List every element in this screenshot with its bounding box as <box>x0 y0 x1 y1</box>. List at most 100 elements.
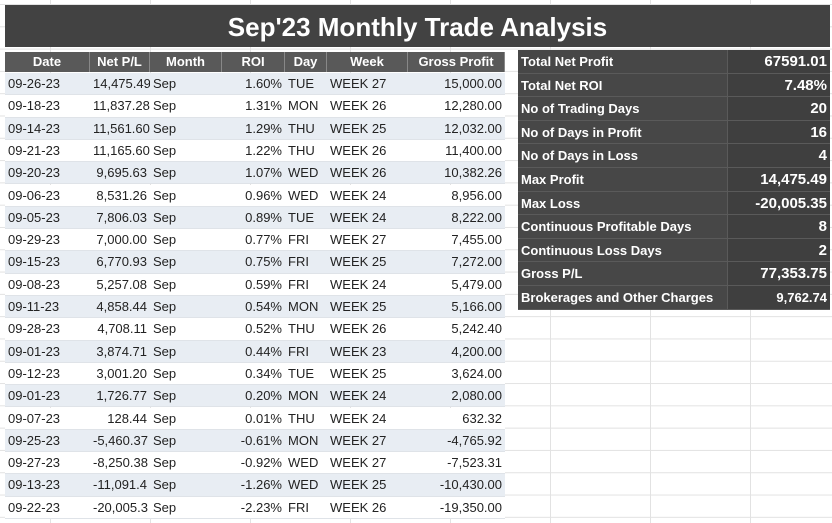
week-cell: WEEK 24 <box>327 407 408 430</box>
date-cell: 09-01-23 <box>5 340 90 363</box>
week-cell: WEEK 26 <box>327 95 408 118</box>
week-cell: WEEK 26 <box>327 496 408 519</box>
roi-cell: 0.01% <box>222 407 285 430</box>
gross-profit-cell: 12,280.00 <box>408 95 505 118</box>
net-pl-cell: 11,165.60 <box>90 139 150 163</box>
date-cell: 09-11-23 <box>5 296 90 319</box>
net-pl-cell: 128.44 <box>90 407 150 430</box>
week-cell: WEEK 26 <box>327 139 408 163</box>
week-cell: WEEK 24 <box>327 184 408 207</box>
roi-cell: 0.20% <box>222 385 285 408</box>
day-cell: WED <box>285 452 327 475</box>
month-cell: Sep <box>150 362 222 386</box>
week-cell: WEEK 25 <box>327 251 408 274</box>
month-cell: Sep <box>150 407 222 430</box>
net-pl-cell: 3,874.71 <box>90 340 150 363</box>
day-cell: FRI <box>285 340 327 363</box>
week-cell: WEEK 27 <box>327 452 408 475</box>
roi-cell: 0.75% <box>222 251 285 274</box>
summary-value: 4 <box>727 144 830 168</box>
roi-cell: 1.29% <box>222 117 285 140</box>
net-pl-cell: -20,005.3 <box>90 496 150 519</box>
date-cell: 09-15-23 <box>5 251 90 274</box>
week-cell: WEEK 25 <box>327 296 408 319</box>
column-header: Month <box>150 52 222 72</box>
day-cell: FRI <box>285 273 327 296</box>
net-pl-cell: 8,531.26 <box>90 184 150 207</box>
net-pl-cell: 11,837.28 <box>90 95 150 118</box>
gross-profit-cell: -4,765.92 <box>408 429 505 453</box>
date-cell: 09-27-23 <box>5 452 90 475</box>
roi-cell: 0.96% <box>222 184 285 207</box>
net-pl-cell: 11,561.60 <box>90 117 150 140</box>
week-cell: WEEK 24 <box>327 273 408 296</box>
date-cell: 09-13-23 <box>5 474 90 497</box>
week-cell: WEEK 27 <box>327 229 408 252</box>
roi-cell: 0.77% <box>222 229 285 252</box>
net-pl-cell: 9,695.63 <box>90 162 150 185</box>
net-pl-cell: 7,000.00 <box>90 229 150 252</box>
date-cell: 09-21-23 <box>5 139 90 163</box>
summary-value: 7.48% <box>727 73 830 98</box>
gross-profit-cell: 632.32 <box>408 407 505 430</box>
gross-profit-cell: 12,032.00 <box>408 117 505 140</box>
net-pl-cell: -8,250.38 <box>90 452 150 475</box>
roi-cell: -1.26% <box>222 474 285 497</box>
week-cell: WEEK 24 <box>327 385 408 408</box>
roi-cell: 0.44% <box>222 340 285 363</box>
month-cell: Sep <box>150 206 222 230</box>
gross-profit-cell: 5,242.40 <box>408 318 505 341</box>
summary-label: Brokerages and Other Charges <box>518 286 727 310</box>
date-cell: 09-01-23 <box>5 385 90 408</box>
summary-label: Continuous Profitable Days <box>518 215 727 239</box>
roi-cell: 0.54% <box>222 296 285 319</box>
day-cell: FRI <box>285 229 327 252</box>
gross-profit-cell: 10,382.26 <box>408 162 505 185</box>
net-pl-cell: 4,858.44 <box>90 296 150 319</box>
summary-label: Continuous Loss Days <box>518 238 727 263</box>
gross-profit-cell: 3,624.00 <box>408 362 505 386</box>
summary-value: 14,475.49 <box>727 168 830 192</box>
day-cell: TUE <box>285 73 327 96</box>
date-cell: 09-05-23 <box>5 206 90 230</box>
day-cell: MON <box>285 296 327 319</box>
month-cell: Sep <box>150 95 222 118</box>
date-cell: 09-06-23 <box>5 184 90 207</box>
day-cell: WED <box>285 184 327 207</box>
roi-cell: 1.22% <box>222 139 285 163</box>
month-cell: Sep <box>150 429 222 453</box>
month-cell: Sep <box>150 184 222 207</box>
week-cell: WEEK 25 <box>327 362 408 386</box>
roi-cell: -0.61% <box>222 429 285 453</box>
gross-profit-cell: 15,000.00 <box>408 73 505 96</box>
date-cell: 09-28-23 <box>5 318 90 341</box>
day-cell: THU <box>285 318 327 341</box>
roi-cell: 0.89% <box>222 206 285 230</box>
net-pl-cell: 1,726.77 <box>90 385 150 408</box>
column-header: Week <box>327 52 408 72</box>
week-cell: WEEK 26 <box>327 162 408 185</box>
summary-value: 9,762.74 <box>727 286 830 310</box>
day-cell: THU <box>285 407 327 430</box>
column-header: Gross Profit <box>408 52 505 72</box>
date-cell: 09-22-23 <box>5 496 90 519</box>
gross-profit-cell: 8,222.00 <box>408 206 505 230</box>
gross-profit-cell: 5,479.00 <box>408 273 505 296</box>
roi-cell: 1.60% <box>222 73 285 96</box>
column-header: Day <box>285 52 327 72</box>
month-cell: Sep <box>150 229 222 252</box>
gross-profit-cell: 8,956.00 <box>408 184 505 207</box>
gross-profit-cell: -7,523.31 <box>408 452 505 475</box>
roi-cell: -0.92% <box>222 452 285 475</box>
column-header: Date <box>5 52 90 72</box>
week-cell: WEEK 25 <box>327 117 408 140</box>
summary-value: 20 <box>727 97 830 121</box>
summary-value: 67591.01 <box>727 50 830 74</box>
date-cell: 09-08-23 <box>5 273 90 296</box>
roi-cell: 0.34% <box>222 362 285 386</box>
date-cell: 09-29-23 <box>5 229 90 252</box>
summary-label: Total Net Profit <box>518 50 727 74</box>
summary-value: 77,353.75 <box>727 262 830 286</box>
roi-cell: 0.59% <box>222 273 285 296</box>
